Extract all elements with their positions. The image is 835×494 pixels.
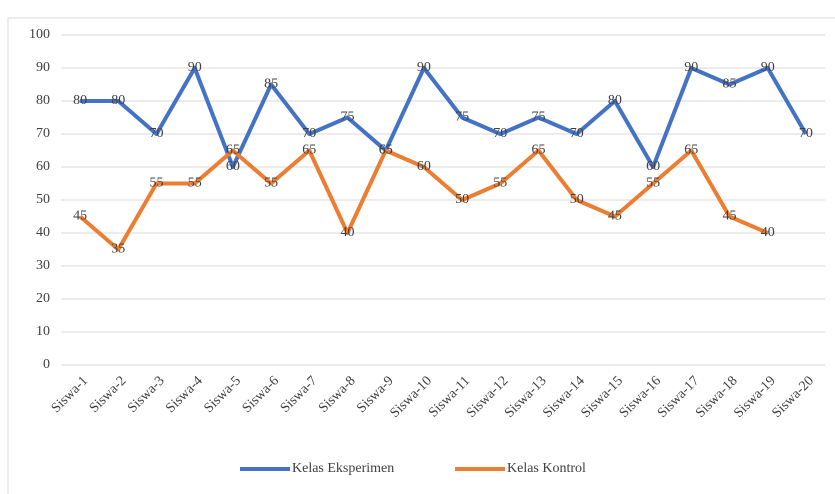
data-label: 50 [455,192,469,207]
data-label: 75 [341,110,355,125]
legend-label: Kelas Eksperimen [292,461,394,476]
data-label: 55 [150,176,164,191]
x-tick-label: Siswa-8 [316,373,359,416]
data-label: 40 [341,225,355,240]
y-tick-label: 20 [36,291,50,306]
data-label: 55 [264,176,278,191]
data-label: 65 [532,143,546,158]
x-tick-label: Siswa-6 [240,373,283,416]
data-label: 55 [188,176,202,191]
data-label: 90 [417,60,431,75]
data-label: 80 [73,93,87,108]
data-label: 55 [646,176,660,191]
data-label: 90 [188,60,202,75]
data-label: 70 [570,126,584,141]
x-tick-label: Siswa-4 [163,373,206,416]
data-label: 85 [264,77,278,92]
data-label: 65 [379,143,393,158]
y-tick-label: 50 [36,192,50,207]
data-label: 60 [417,159,431,174]
y-tick-label: 30 [36,258,50,273]
data-label: 45 [723,209,737,224]
data-label: 75 [455,110,469,125]
chart-border [7,17,835,494]
data-label: 75 [532,110,546,125]
data-label: 45 [608,209,622,224]
y-tick-label: 90 [36,60,50,75]
data-label: 65 [226,143,240,158]
data-label: 70 [302,126,316,141]
x-tick-label: Siswa-1 [49,373,92,416]
x-tick-label: Siswa-3 [125,373,168,416]
x-tick-label: Siswa-10 [388,373,435,420]
data-label: 80 [111,93,125,108]
data-label: 35 [111,242,125,257]
data-label: 45 [73,209,87,224]
data-label: 70 [493,126,507,141]
y-tick-label: 10 [36,324,50,339]
data-label: 60 [226,159,240,174]
data-label: 90 [761,60,775,75]
x-tick-label: Siswa-20 [770,373,817,420]
data-label: 55 [493,176,507,191]
legend-label: Kelas Kontrol [507,461,586,476]
data-label: 70 [150,126,164,141]
data-label: 50 [570,192,584,207]
y-tick-label: 0 [43,357,50,372]
data-label: 90 [684,60,698,75]
series-line [78,148,769,252]
x-tick-label: Siswa-2 [87,373,130,416]
data-label: 40 [761,225,775,240]
y-tick-label: 70 [36,126,50,141]
data-label: 65 [379,143,393,158]
data-label: 65 [302,143,316,158]
y-tick-label: 60 [36,159,50,174]
y-tick-label: 80 [36,93,50,108]
series-line [80,66,808,169]
data-label: 85 [723,77,737,92]
data-label: 65 [684,143,698,158]
data-label: 80 [608,93,622,108]
x-tick-label: Siswa-5 [201,373,244,416]
x-tick-label: Siswa-7 [278,373,321,416]
y-tick-label: 40 [36,225,50,240]
y-tick-label: 100 [29,27,50,42]
data-label: 70 [799,126,813,141]
data-label: 60 [646,159,660,174]
